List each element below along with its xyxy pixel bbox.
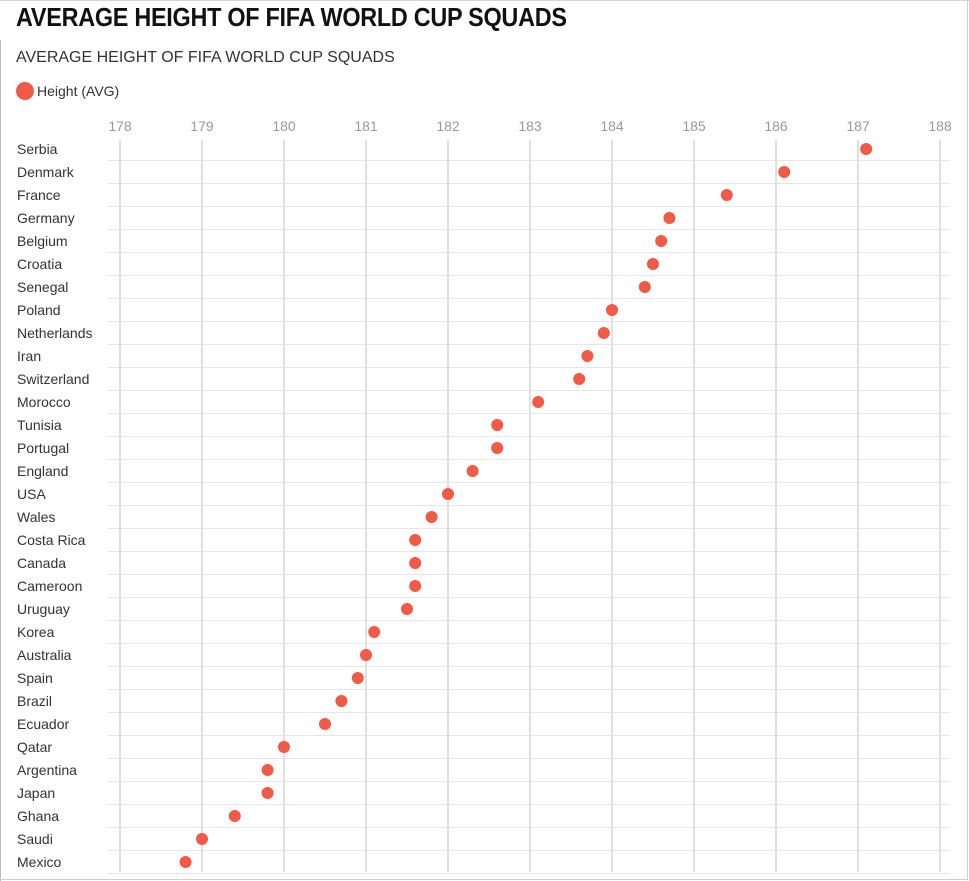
data-point [261, 787, 274, 799]
category-label: Wales [17, 509, 55, 525]
legend-marker [16, 82, 34, 100]
category-label: Tunisia [17, 417, 62, 433]
data-point [179, 856, 192, 868]
x-tick-label: 178 [108, 118, 132, 134]
category-label: Australia [17, 647, 72, 663]
category-label: Netherlands [17, 325, 93, 341]
data-point [597, 327, 610, 339]
data-point [581, 350, 594, 362]
legend: Height (AVG) [16, 82, 119, 100]
x-tick-label: 184 [600, 118, 624, 134]
category-label: Spain [17, 670, 53, 686]
x-tick-label: 180 [272, 118, 296, 134]
data-point [319, 718, 331, 730]
data-point [351, 672, 364, 684]
data-point [278, 741, 290, 753]
frame-top-border [0, 0, 969, 1]
category-label: Costa Rica [17, 532, 86, 548]
category-label: Mexico [17, 854, 62, 870]
category-label: Denmark [17, 164, 75, 180]
category-label: Belgium [17, 233, 68, 249]
data-point [261, 764, 274, 776]
data-point [655, 235, 668, 247]
x-tick-label: 188 [928, 118, 952, 134]
data-point [778, 166, 791, 178]
page-title: AVERAGE HEIGHT OF FIFA WORLD CUP SQUADS [16, 2, 567, 32]
category-label: Iran [17, 348, 41, 364]
data-point [368, 626, 381, 638]
x-tick-label: 181 [354, 118, 378, 134]
category-label: England [17, 463, 68, 479]
category-label: Croatia [17, 256, 62, 272]
data-point [228, 810, 241, 822]
data-point [573, 373, 586, 385]
data-point [491, 419, 504, 431]
category-label: Qatar [17, 739, 52, 755]
category-label: France [17, 187, 61, 203]
x-tick-label: 179 [190, 118, 214, 134]
category-label: Ecuador [17, 716, 69, 732]
x-tick-label: 186 [764, 118, 788, 134]
data-point [425, 511, 438, 523]
data-point [442, 488, 454, 500]
data-point [401, 603, 413, 615]
x-tick-label: 182 [436, 118, 460, 134]
data-point [196, 833, 208, 845]
category-label: Portugal [17, 440, 69, 456]
category-label: Japan [17, 785, 55, 801]
category-label: Morocco [17, 394, 71, 410]
data-point [491, 442, 504, 454]
category-label: Uruguay [17, 601, 70, 617]
chart-title: AVERAGE HEIGHT OF FIFA WORLD CUP SQUADS [16, 49, 395, 66]
category-label: Saudi [17, 831, 53, 847]
legend-label: Height (AVG) [37, 83, 120, 99]
x-tick-label: 183 [518, 118, 542, 134]
x-tick-label: 187 [846, 118, 870, 134]
data-point [532, 396, 545, 408]
category-label: Canada [17, 555, 66, 571]
category-label: Argentina [17, 762, 77, 778]
data-point [606, 304, 618, 316]
category-label: Brazil [17, 693, 52, 709]
category-label: USA [17, 486, 46, 502]
data-point [638, 281, 651, 293]
data-point [466, 465, 479, 477]
data-point [409, 534, 422, 546]
category-label: Switzerland [17, 371, 89, 387]
category-label: Senegal [17, 279, 68, 295]
category-label: Ghana [17, 808, 59, 824]
data-point [409, 557, 422, 569]
category-label: Poland [17, 302, 61, 318]
data-point [409, 580, 422, 592]
category-label: Germany [17, 210, 75, 226]
data-point [663, 212, 676, 224]
data-point [647, 258, 659, 270]
data-point [720, 189, 733, 201]
category-label: Cameroon [17, 578, 82, 594]
category-label: Serbia [17, 141, 58, 157]
data-point [360, 649, 372, 661]
frame-left-border [0, 40, 1, 881]
category-label: Korea [17, 624, 55, 640]
x-tick-label: 185 [682, 118, 706, 134]
data-point [860, 143, 873, 155]
data-point [335, 695, 348, 707]
